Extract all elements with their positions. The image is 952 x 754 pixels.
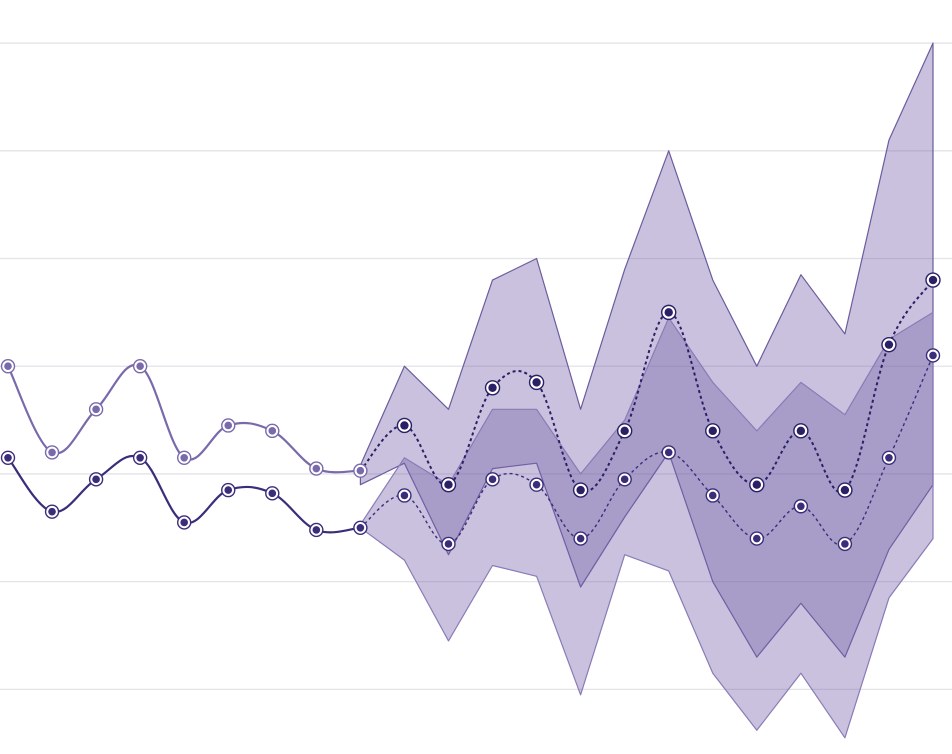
data-point-s0-4 [176,450,192,465]
data-point-s2-4 [528,374,545,391]
data-point-s3-10 [793,499,809,514]
point-dot [664,308,673,317]
data-point-s1-4 [176,515,192,530]
confidence-bands [359,42,934,739]
point-dot [532,480,541,489]
data-point-s1-3 [132,450,148,465]
point-dot [708,491,717,500]
data-point-s3-11 [837,536,853,552]
point-dot [224,421,233,430]
point-dot [48,448,56,457]
point-dot [92,475,100,484]
data-point-s2-1 [396,417,413,434]
data-point-s3-4 [529,477,544,492]
point-dot [312,526,321,534]
point-dot [885,453,893,462]
data-point-s3-6 [617,472,632,487]
data-point-s3-5 [573,531,588,546]
data-point-s1-7 [309,522,324,538]
point-dot [48,507,56,516]
point-dot [180,453,188,462]
data-point-s1-6 [265,486,280,501]
data-point-s0-7 [309,461,324,476]
point-dot [753,534,761,543]
point-dot [929,351,937,360]
data-point-s3-8 [705,488,720,503]
data-point-s2-8 [705,423,721,439]
point-dot [884,340,894,349]
data-point-s3-7 [661,445,676,460]
point-dot [576,534,585,543]
point-dot [841,540,849,548]
data-point-s3-2 [441,536,456,552]
point-dot [136,453,144,462]
point-dot [356,524,365,532]
point-dot [444,540,453,548]
point-dot [488,475,497,484]
point-dot [224,486,233,494]
point-dot [620,475,629,484]
data-point-s3-9 [749,531,765,546]
data-point-s2-3 [484,380,501,396]
confidence-band-3 [359,311,934,739]
data-point-s0-0 [0,359,16,374]
data-point-s0-1 [44,445,60,460]
data-point-s3-12 [881,450,897,465]
point-dot [180,518,188,527]
data-point-s0-8 [353,463,368,478]
data-point-s1-1 [44,504,60,519]
point-dot [92,405,100,414]
data-point-s3-3 [485,472,500,487]
point-dot [752,480,762,489]
point-dot [664,448,673,457]
data-point-s2-11 [837,482,853,498]
point-dot [796,426,806,436]
data-point-s3-13 [925,348,941,363]
point-dot [136,362,144,371]
data-point-s2-13 [925,272,941,288]
point-dot [356,466,365,475]
point-dot [312,464,321,473]
data-point-s0-5 [221,418,236,433]
data-points [0,272,941,552]
point-dot [4,453,12,462]
data-point-s2-9 [749,477,765,493]
point-dot [268,427,277,435]
data-point-s2-6 [616,423,633,439]
point-dot [532,378,541,387]
data-point-s2-10 [793,423,809,439]
point-dot [268,489,277,498]
forecast-line-2 [359,279,934,494]
point-dot [840,485,850,495]
point-dot [620,426,629,436]
data-point-s1-0 [0,450,16,465]
point-dot [444,480,453,489]
data-point-s1-8 [353,520,368,535]
point-dot [4,362,12,371]
data-point-s2-5 [572,482,589,498]
gridlines [0,42,952,691]
data-point-s1-5 [221,482,236,498]
data-point-s2-7 [661,304,677,321]
data-point-s1-2 [88,472,104,487]
point-dot [400,491,409,500]
data-point-s3-1 [397,488,412,503]
point-dot [576,485,585,495]
point-dot [488,383,497,392]
data-point-s0-3 [132,359,148,374]
point-dot [708,426,717,436]
data-point-s0-6 [265,423,280,439]
data-point-s2-2 [440,477,457,493]
point-dot [928,275,938,285]
data-point-s2-12 [881,336,897,353]
point-dot [400,421,409,430]
point-dot [797,502,805,511]
data-point-s0-2 [88,402,104,417]
